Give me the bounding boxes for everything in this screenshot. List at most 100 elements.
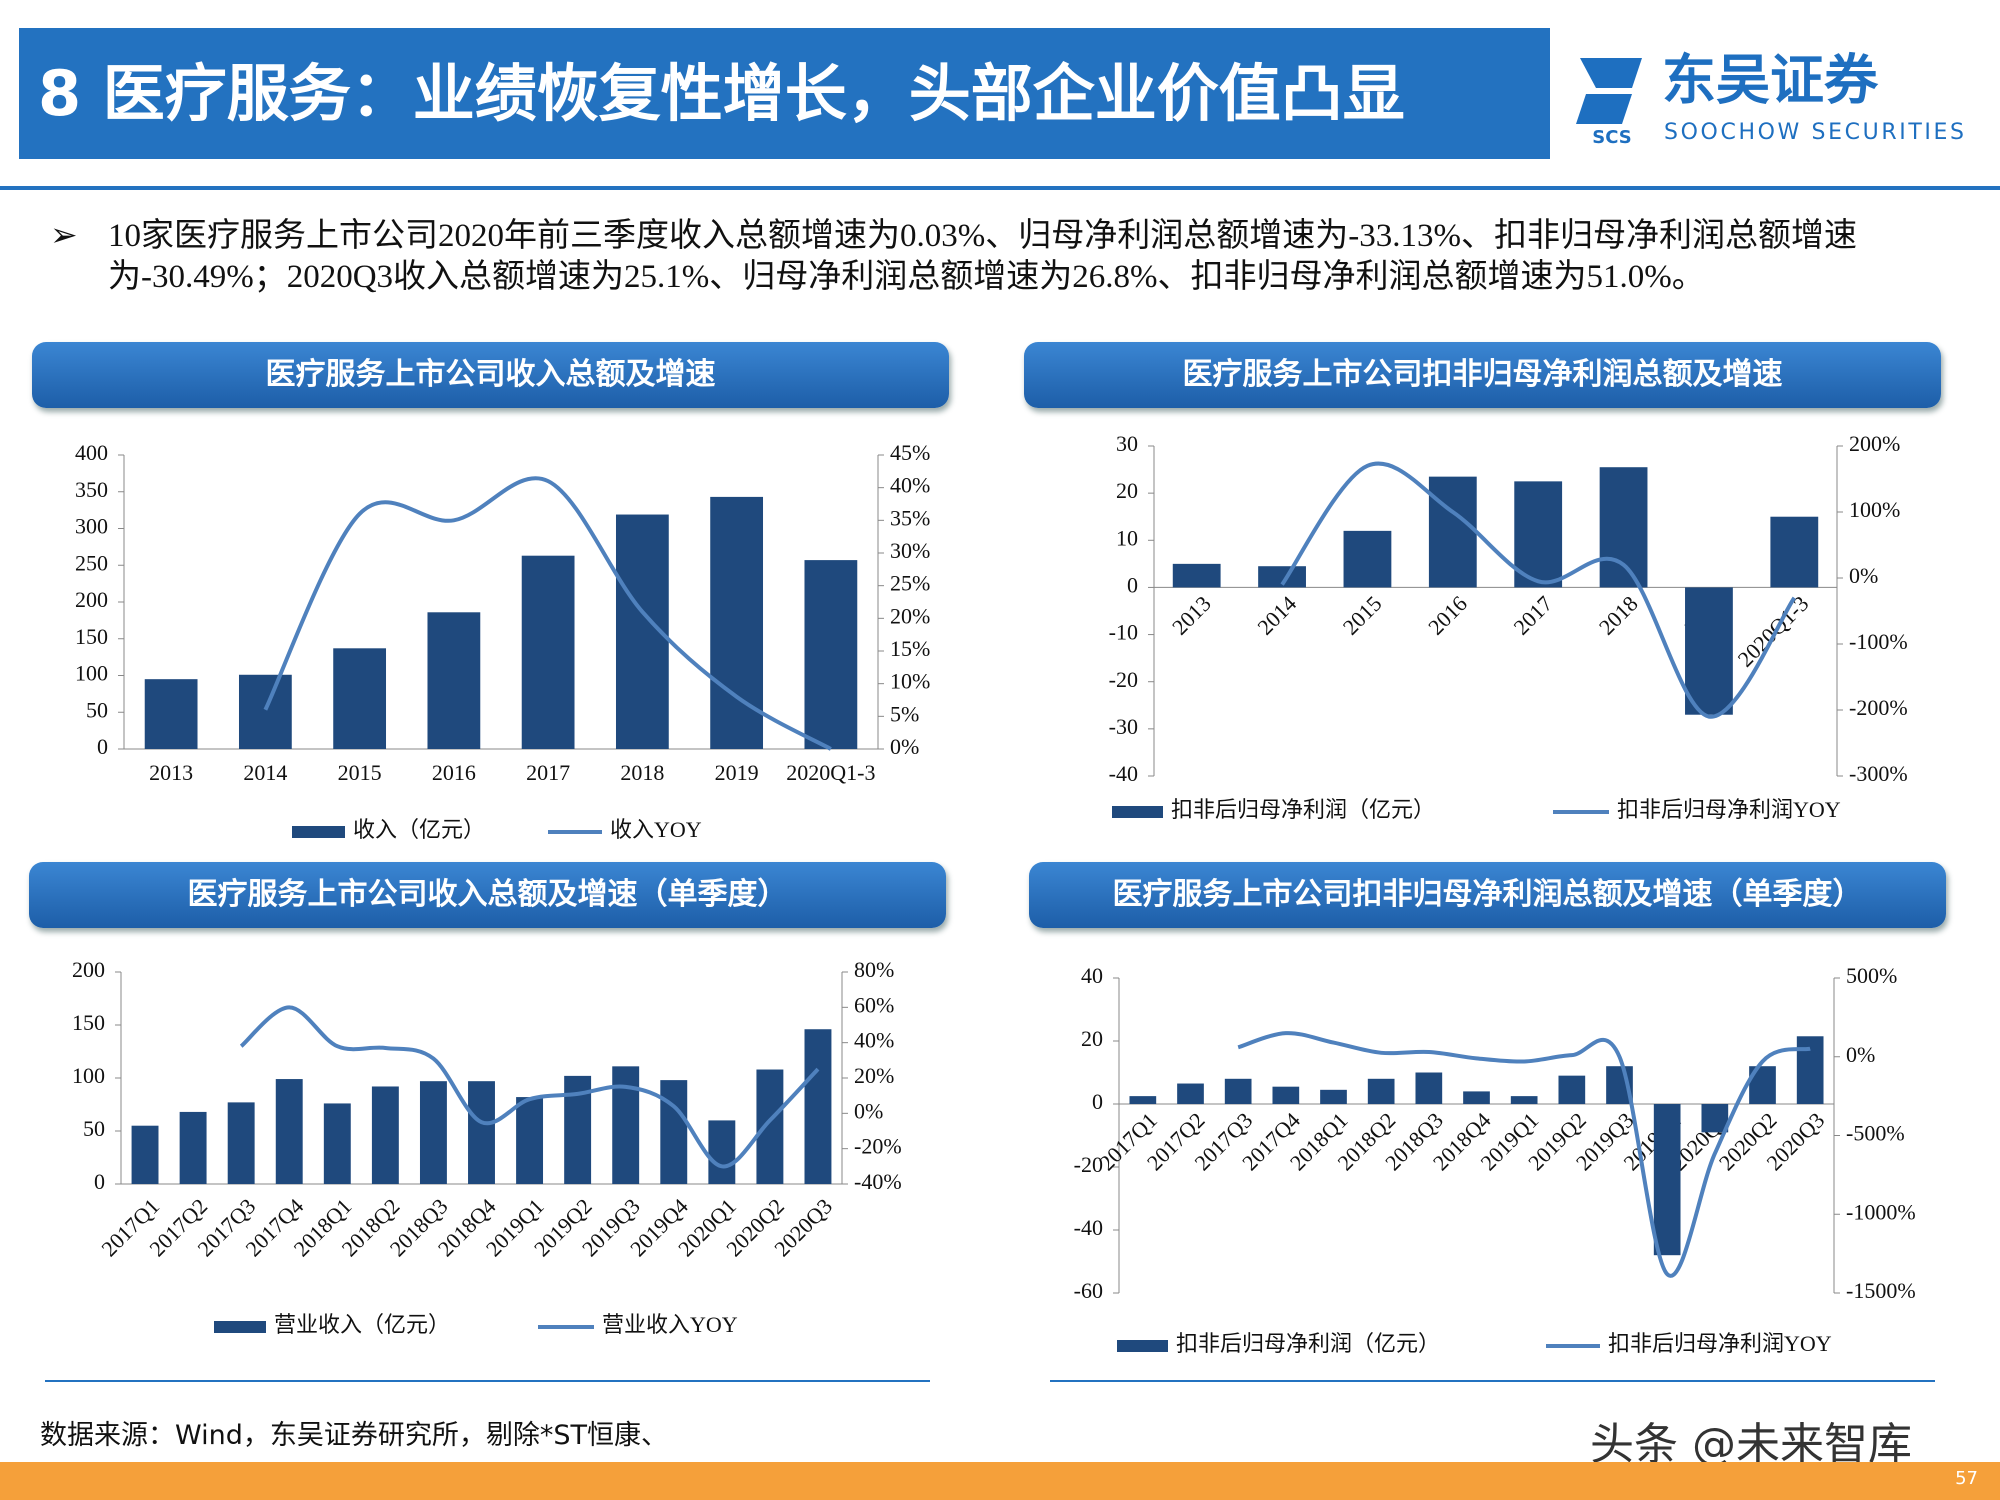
x-tick-label: 2016 xyxy=(432,760,476,785)
y2-tick-label: 20% xyxy=(854,1063,894,1088)
bar xyxy=(1558,1075,1586,1104)
y2-tick-label: 200% xyxy=(1849,431,1900,456)
bar xyxy=(710,496,764,749)
x-tick-label: 2019 xyxy=(715,760,759,785)
panel-title: 医疗服务上市公司扣非归母净利润总额及增速（单季度） xyxy=(1029,862,1946,928)
page-number: 57 xyxy=(1955,1468,1978,1489)
y2-tick-label: 25% xyxy=(890,571,930,596)
y-tick-label: 250 xyxy=(75,550,108,575)
bar xyxy=(1463,1091,1490,1104)
legend-label: 扣非后归母净利润YOY xyxy=(1617,797,1841,822)
legend-label: 收入（亿元） xyxy=(353,817,485,842)
y2-tick-label: 45% xyxy=(890,440,930,465)
bar xyxy=(333,648,387,749)
bar xyxy=(1320,1089,1347,1104)
legend-swatch xyxy=(292,826,345,838)
logo-abbr: SCS xyxy=(1592,127,1631,148)
y2-tick-label: 0% xyxy=(1849,563,1878,588)
y2-tick-label: -300% xyxy=(1849,761,1908,786)
logo-shape xyxy=(1576,94,1632,124)
bar xyxy=(1129,1096,1157,1104)
line xyxy=(263,476,832,751)
y2-tick-label: 20% xyxy=(890,603,930,628)
y-tick-label: 0 xyxy=(1092,1089,1103,1114)
legend-label: 收入YOY xyxy=(610,817,702,842)
y2-tick-label: 80% xyxy=(854,957,894,982)
legend-swatch xyxy=(1117,1340,1168,1352)
bar xyxy=(179,1111,207,1184)
y2-tick-label: 0% xyxy=(890,734,919,759)
y-tick-label: 400 xyxy=(75,440,108,465)
bar xyxy=(1701,1104,1729,1133)
bar xyxy=(1258,566,1306,588)
bar xyxy=(238,674,292,749)
bar xyxy=(1272,1086,1300,1104)
y-tick-label: 100 xyxy=(72,1063,105,1088)
y2-tick-label: 100% xyxy=(1849,497,1900,522)
bar xyxy=(1367,1078,1395,1104)
y-tick-label: 200 xyxy=(72,957,105,982)
y-tick-label: -40 xyxy=(1074,1215,1103,1240)
panel-title: 医疗服务上市公司收入总额及增速 xyxy=(32,342,949,408)
bar xyxy=(756,1069,784,1184)
bar xyxy=(521,555,575,749)
bar xyxy=(1224,1078,1252,1104)
y-tick-label: 30 xyxy=(1116,431,1138,456)
header-rule xyxy=(0,186,2000,190)
bar xyxy=(804,1029,832,1184)
watermark: 头条 @未来智库 xyxy=(1590,1419,1912,1470)
bar xyxy=(1172,563,1221,588)
bullet: ➢ 10家医疗服务上市公司2020年前三季度收入总额增速为0.03%、归母净利润总… xyxy=(50,216,1975,298)
y-tick-label: 20 xyxy=(1081,1026,1103,1051)
bar xyxy=(1685,587,1733,715)
y-tick-label: 50 xyxy=(83,1116,105,1141)
x-tick-label: 2014 xyxy=(243,760,287,785)
bar xyxy=(427,612,481,749)
bar xyxy=(1177,1083,1204,1104)
bar xyxy=(1428,476,1477,588)
bullet-text: 10家医疗服务上市公司2020年前三季度收入总额增速为0.03%、归母净利润总额… xyxy=(108,218,1857,295)
bar xyxy=(227,1102,255,1184)
line xyxy=(1280,461,1796,719)
x-tick-label: 2018 xyxy=(1594,591,1643,640)
y-tick-label: 350 xyxy=(75,477,108,502)
y-tick-label: 200 xyxy=(75,587,108,612)
x-tick-label: 2014 xyxy=(1252,591,1301,640)
y-tick-label: -60 xyxy=(1074,1278,1103,1303)
panel-title: 医疗服务上市公司扣非归母净利润总额及增速 xyxy=(1024,342,1941,408)
y2-tick-label: 40% xyxy=(890,473,930,498)
y2-tick-label: 0% xyxy=(1846,1042,1875,1067)
logo: SCS 东吴证券 SOOCHOW SECURITIES xyxy=(1576,50,1964,148)
y2-tick-label: -100% xyxy=(1849,629,1908,654)
y2-tick-label: 15% xyxy=(890,636,930,661)
bar xyxy=(144,679,198,749)
legend-swatch xyxy=(1112,806,1163,818)
y2-tick-label: -1000% xyxy=(1846,1199,1916,1224)
bar xyxy=(1770,516,1819,588)
y2-tick-label: 35% xyxy=(890,505,930,530)
x-tick-label: 2013 xyxy=(1167,591,1216,640)
y-tick-label: -20 xyxy=(1109,667,1138,692)
y-tick-label: 150 xyxy=(72,1010,105,1035)
y-tick-label: 40 xyxy=(1081,963,1103,988)
footer-bar xyxy=(0,1462,2000,1500)
y2-tick-label: 500% xyxy=(1846,963,1897,988)
logo-en: SOOCHOW SECURITIES xyxy=(1664,120,1964,145)
bar xyxy=(804,560,858,749)
x-tick-label: 2015 xyxy=(1338,591,1387,640)
y2-tick-label: -200% xyxy=(1849,695,1908,720)
bar xyxy=(371,1086,399,1184)
y-tick-label: 10 xyxy=(1116,525,1138,550)
y2-tick-label: 0% xyxy=(854,1098,883,1123)
bar xyxy=(323,1103,351,1184)
legend-label: 营业收入（亿元） xyxy=(274,1312,450,1337)
y-tick-label: 0 xyxy=(97,734,108,759)
y-tick-label: 0 xyxy=(1127,572,1138,597)
source: 数据来源：Wind，东吴证券研究所，剔除*ST恒康、 xyxy=(40,1420,668,1451)
y-tick-label: 300 xyxy=(75,514,108,539)
y2-tick-label: -500% xyxy=(1846,1121,1905,1146)
x-tick-label: 2015 xyxy=(338,760,382,785)
y2-tick-label: 30% xyxy=(890,538,930,563)
